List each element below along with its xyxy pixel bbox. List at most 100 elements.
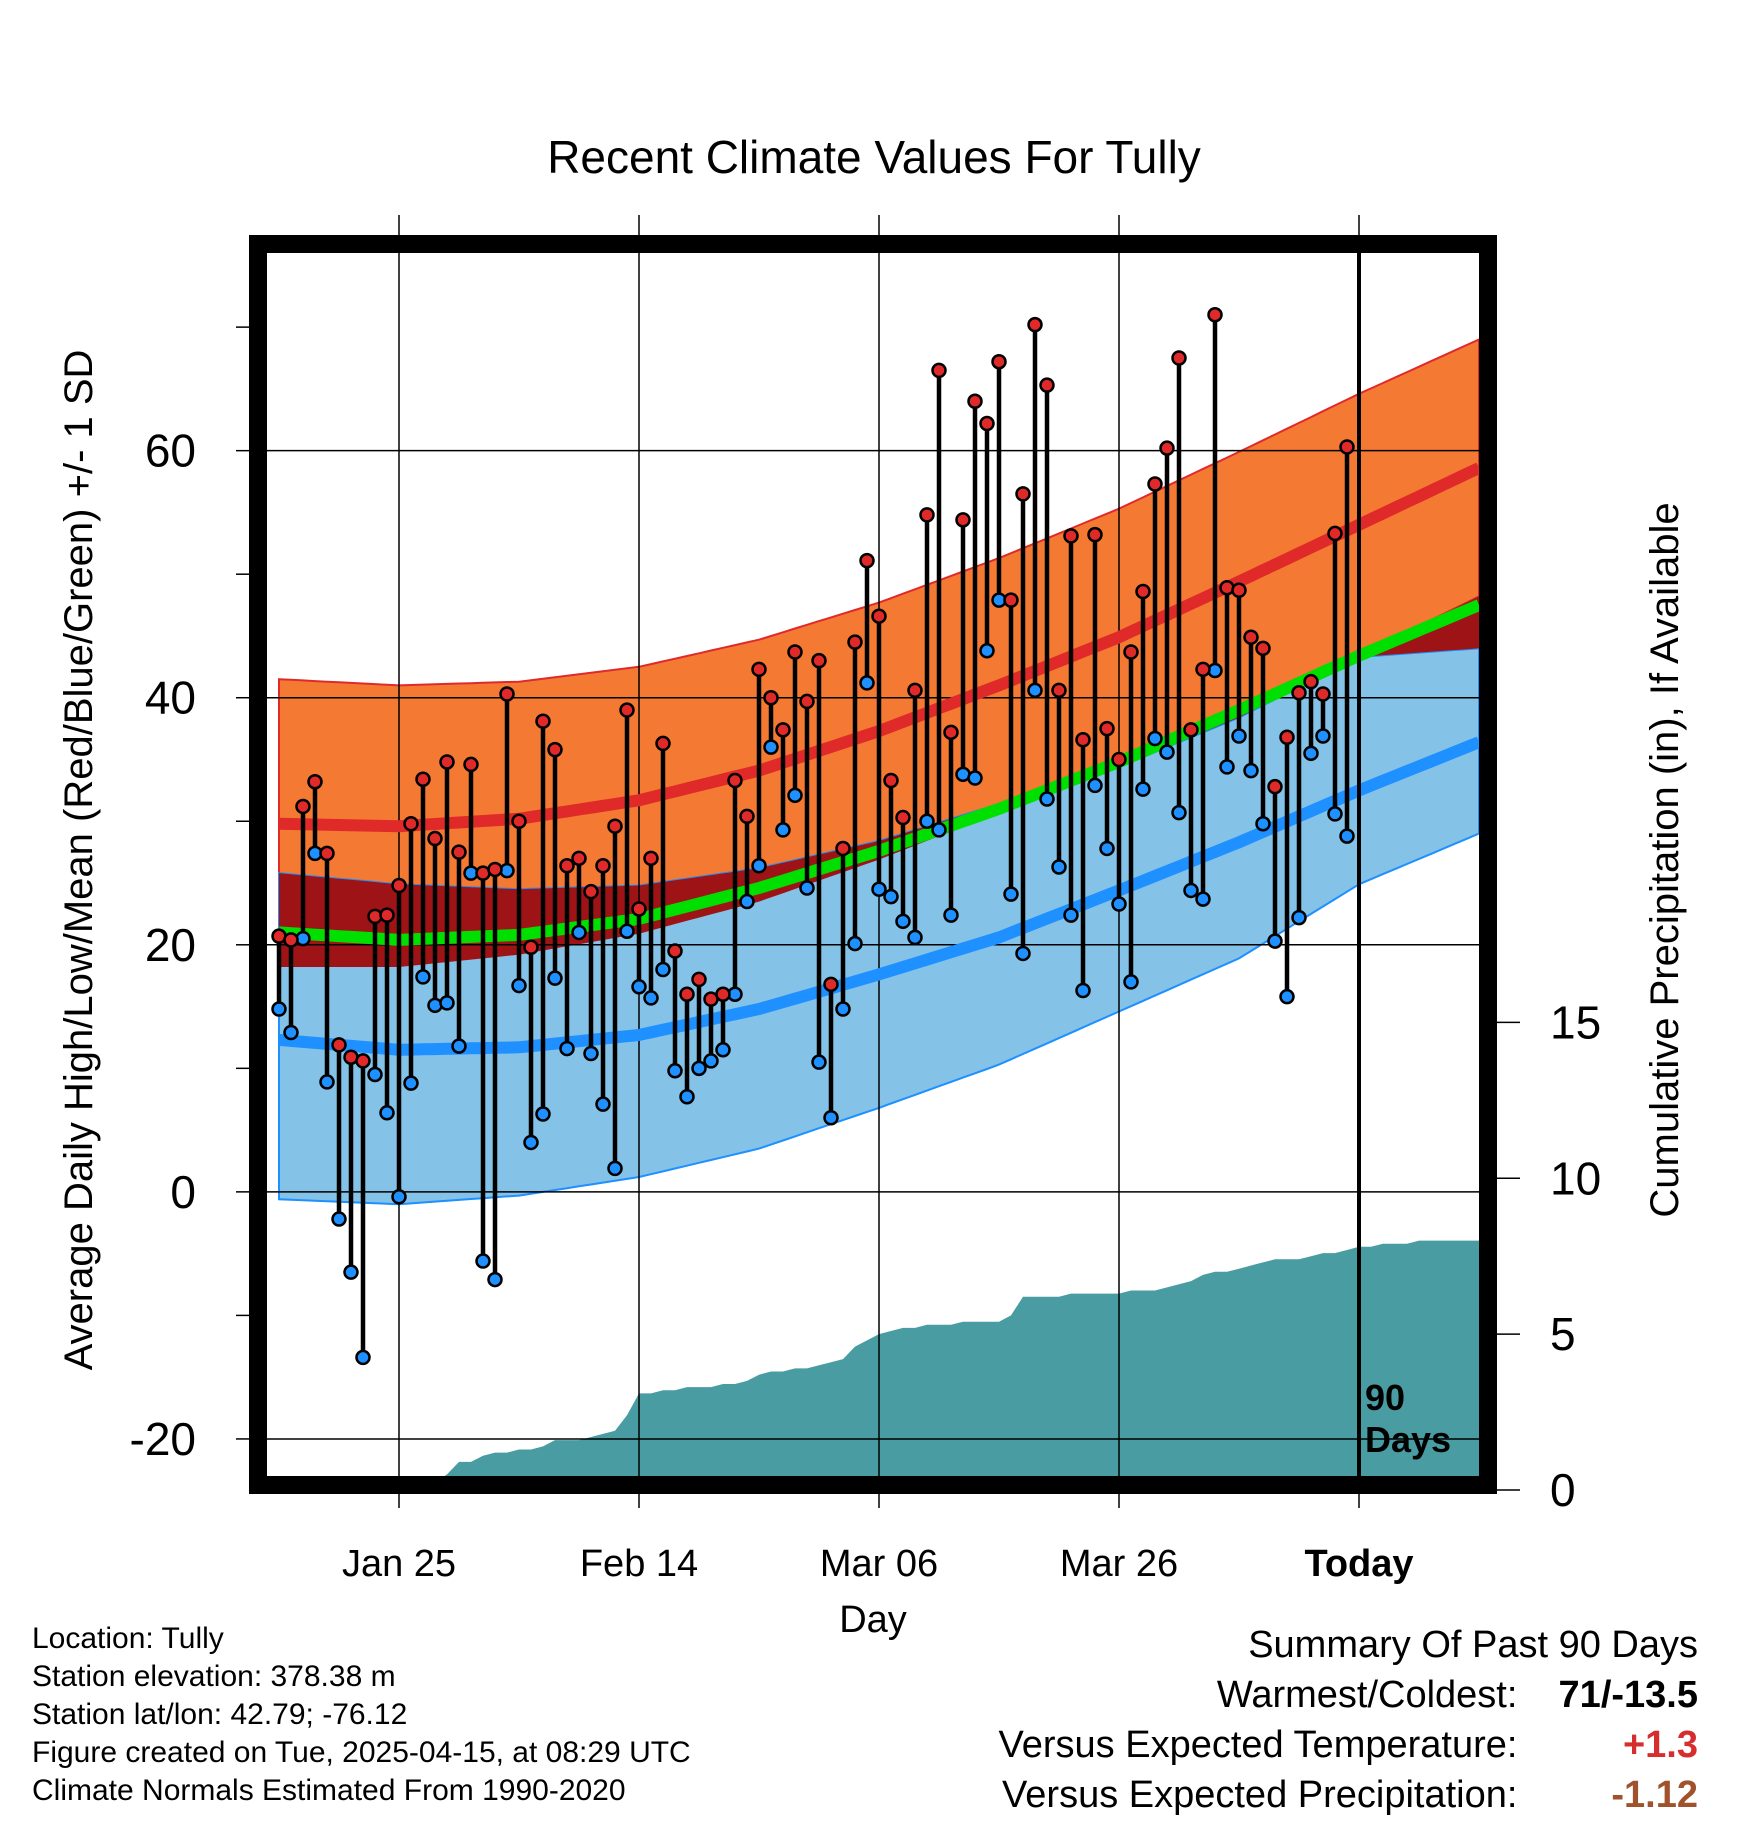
high-point [1255,640,1271,657]
high-point [679,986,695,1002]
summary-heading: Summary Of Past 90 Days [1248,1624,1698,1666]
low-point [619,923,635,939]
y-tick-label: 0 [170,1166,196,1218]
high-point [595,857,611,874]
high-point [643,850,659,867]
low-point [667,1063,683,1079]
low-point [631,979,647,995]
high-point [727,772,743,789]
low-point [703,1053,719,1069]
today-days-number: 90 [1365,1377,1405,1418]
low-point [859,675,875,691]
low-point [1003,886,1019,902]
low-point [1099,840,1115,857]
low-point [655,961,671,978]
low-point [1231,728,1247,744]
temp-label: Versus Expected Temperature: [998,1724,1518,1766]
high-point [1015,486,1031,502]
x-tick-label: Today [1304,1543,1413,1585]
high-point [931,362,947,379]
high-point [907,682,923,699]
low-point [1135,781,1151,797]
high-point [979,415,995,432]
high-point [895,809,911,826]
high-point [715,986,731,1002]
high-point [1291,685,1307,701]
high-point [739,808,755,825]
y2-tick-label: 10 [1550,1152,1601,1204]
low-point [1015,945,1031,962]
high-point [283,932,299,948]
low-point [871,881,887,897]
y-axis-label: Average Daily High/Low/Mean (Red/Blue/Gr… [57,350,101,1371]
low-point [451,1038,467,1054]
high-point [1279,729,1295,746]
high-point [775,722,791,738]
high-point [1327,525,1343,542]
x-axis-label: Day [839,1599,907,1641]
low-point [787,787,803,804]
y2-tick-label: 5 [1550,1308,1576,1360]
low-point [283,1024,299,1041]
high-point [1231,582,1247,599]
low-point [847,935,863,952]
low-point [343,1264,359,1280]
high-point [319,845,335,862]
high-point [331,1037,347,1053]
low-point [823,1109,839,1126]
low-point [1279,988,1295,1005]
high-point [871,608,887,624]
low-point [583,1045,599,1062]
low-point [679,1088,695,1105]
low-point [967,770,983,786]
high-point [1135,583,1151,600]
high-point [295,798,311,815]
low-point [1315,728,1331,744]
high-point [511,813,527,830]
high-point [751,661,767,678]
low-point [1159,744,1175,760]
low-point [883,888,899,905]
high-point [919,507,935,523]
high-point [1063,528,1079,544]
low-point [475,1253,491,1269]
high-point [1087,526,1103,543]
high-point [1159,440,1175,456]
high-point [619,702,635,718]
low-point [1267,933,1283,949]
high-point [415,771,431,788]
high-point [991,353,1007,370]
station-info: Location: Tully Station elevation: 378.3… [32,1620,691,1810]
high-point [1027,316,1043,333]
low-point [643,990,659,1006]
low-point [271,1001,287,1017]
high-point [451,844,467,860]
high-point [1303,673,1319,690]
high-point [1099,720,1115,737]
high-point [559,857,575,874]
normals-text: Climate Normals Estimated From 1990-2020 [32,1774,626,1807]
y-tick-label: 60 [145,425,196,477]
x-tick-label: Mar 26 [1060,1543,1178,1585]
high-point [571,850,587,867]
low-point [607,1160,623,1177]
low-point [1075,982,1091,999]
low-point [1123,974,1139,990]
latlon-text: Station lat/lon: 42.79; -76.12 [32,1698,408,1731]
low-point [595,1096,611,1112]
high-point [1195,661,1211,678]
elevation-text: Station elevation: 378.38 m [32,1660,396,1693]
low-point [1219,759,1235,775]
high-point [667,943,683,959]
low-point [1171,804,1187,821]
high-point [847,634,863,650]
low-point [931,822,947,838]
low-point [1147,730,1163,747]
high-point [811,652,827,669]
high-point [955,512,971,528]
warmest-value: 71/-13.5 [1558,1674,1698,1716]
low-point [367,1066,383,1083]
low-point [415,969,431,985]
low-point [1303,745,1319,762]
y2-tick-label: 0 [1550,1464,1576,1516]
